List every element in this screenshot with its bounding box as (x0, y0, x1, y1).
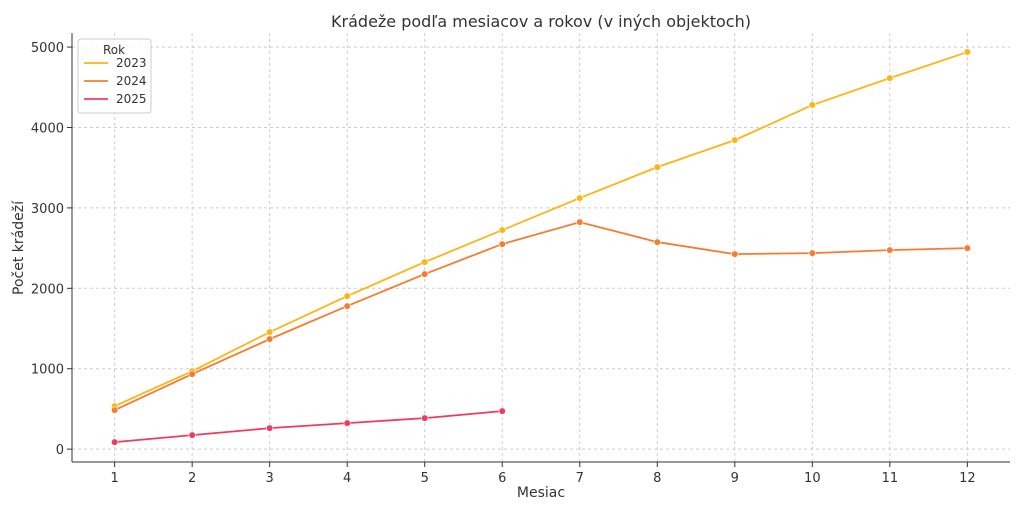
data-point-2024 (731, 250, 739, 258)
x-tick-label: 4 (343, 471, 351, 486)
data-point-2023 (653, 163, 661, 171)
data-point-2024 (886, 246, 894, 254)
data-point-2024 (653, 238, 661, 246)
x-tick-label: 8 (653, 471, 661, 486)
y-tick-label: 5000 (31, 41, 64, 56)
data-point-2023 (808, 101, 816, 109)
legend-label-2025: 2025 (116, 92, 147, 106)
y-tick-label: 2000 (31, 282, 64, 297)
data-point-2025 (111, 438, 119, 446)
x-tick-label: 2 (188, 471, 196, 486)
data-point-2023 (576, 194, 584, 202)
data-point-2024 (963, 244, 971, 252)
series-line-2025 (114, 410, 503, 444)
series-line-2023 (114, 51, 968, 407)
series-group (111, 48, 971, 446)
x-axis-label: Mesiac (517, 485, 565, 501)
y-tick-label: 4000 (31, 121, 64, 136)
legend-label-2023: 2023 (116, 56, 147, 70)
x-tick-label: 6 (498, 471, 506, 486)
data-point-2023 (963, 48, 971, 56)
data-point-2023 (266, 328, 274, 336)
x-tick-label: 1 (110, 471, 118, 486)
data-point-2025 (421, 414, 429, 422)
x-tick-label: 10 (804, 471, 821, 486)
data-point-2025 (498, 407, 506, 415)
data-point-2025 (188, 431, 196, 439)
x-tick-label: 11 (882, 471, 899, 486)
data-point-2024 (266, 335, 274, 343)
data-point-2024 (111, 406, 119, 414)
y-axis-label: Počet krádeží (11, 200, 27, 295)
data-point-2024 (343, 302, 351, 310)
legend-box (77, 38, 152, 114)
x-tick-label: 7 (576, 471, 584, 486)
data-point-2023 (498, 226, 506, 234)
data-point-2025 (343, 419, 351, 427)
y-tick-label: 0 (56, 443, 64, 458)
data-point-2024 (808, 249, 816, 257)
data-point-2024 (576, 218, 584, 226)
series-line-2024 (114, 221, 968, 411)
data-point-2023 (731, 136, 739, 144)
y-tick-label: 1000 (31, 363, 64, 378)
chart-title: Krádeže podľa mesiacov a rokov (v iných … (331, 12, 751, 31)
data-point-2023 (886, 74, 894, 82)
data-point-2025 (266, 424, 274, 432)
data-point-2024 (188, 370, 196, 378)
data-point-2023 (343, 292, 351, 300)
data-point-2024 (498, 240, 506, 248)
legend-label-2024: 2024 (116, 74, 147, 88)
y-tick-label: 3000 (31, 202, 64, 217)
grid (72, 33, 1010, 462)
data-point-2024 (421, 270, 429, 278)
x-tick-label: 3 (266, 471, 274, 486)
legend: Rok 2023 2024 2025 (77, 38, 152, 114)
x-tick-label: 12 (959, 471, 976, 486)
legend-title: Rok (103, 43, 125, 57)
x-tick-label: 5 (421, 471, 429, 486)
x-tick-label: 9 (731, 471, 739, 486)
data-point-2023 (421, 258, 429, 266)
